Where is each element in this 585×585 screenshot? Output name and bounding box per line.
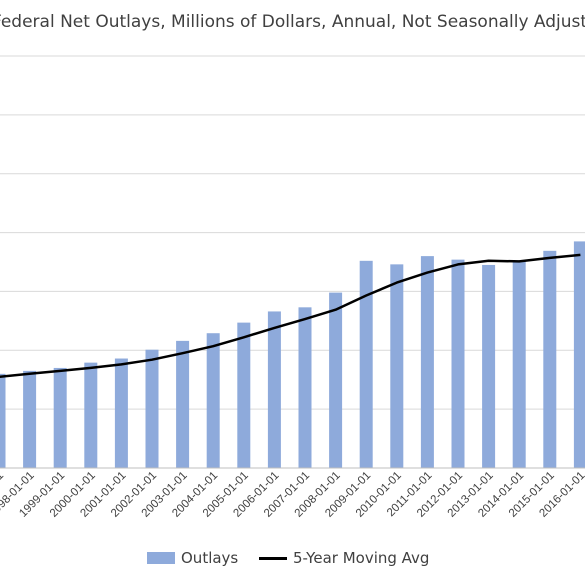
bar bbox=[482, 264, 496, 468]
bar bbox=[0, 373, 6, 468]
bar bbox=[84, 362, 98, 468]
chart-title: Federal Net Outlays, Millions of Dollars… bbox=[0, 12, 585, 36]
legend-item-outlays: Outlays bbox=[147, 546, 238, 570]
bar bbox=[390, 264, 404, 468]
chart-plot: 1996-01-011997-01-011998-01-011999-01-01… bbox=[0, 55, 585, 520]
bar bbox=[573, 241, 585, 468]
legend-label-moving-avg: 5-Year Moving Avg bbox=[293, 549, 430, 567]
bar bbox=[329, 292, 343, 468]
bar bbox=[298, 307, 312, 468]
bar bbox=[512, 261, 526, 468]
chart-title-text: Federal Net Outlays, Millions of Dollars… bbox=[0, 12, 585, 32]
bar bbox=[267, 311, 281, 468]
bar bbox=[543, 250, 557, 468]
legend-swatch-outlays bbox=[147, 552, 175, 564]
legend: Outlays 5-Year Moving Avg bbox=[0, 546, 585, 570]
legend-label-outlays: Outlays bbox=[181, 549, 239, 567]
bar bbox=[359, 260, 373, 468]
moving-average-line bbox=[0, 253, 581, 378]
bar bbox=[145, 349, 159, 468]
bar bbox=[176, 340, 190, 468]
bar bbox=[420, 256, 434, 468]
legend-item-moving-avg: 5-Year Moving Avg bbox=[259, 546, 429, 570]
bar bbox=[206, 333, 220, 468]
legend-swatch-moving-avg bbox=[259, 556, 287, 560]
bar bbox=[23, 370, 37, 468]
bar bbox=[237, 322, 251, 468]
bar bbox=[114, 358, 128, 468]
bar bbox=[53, 367, 67, 468]
bar bbox=[451, 259, 465, 468]
